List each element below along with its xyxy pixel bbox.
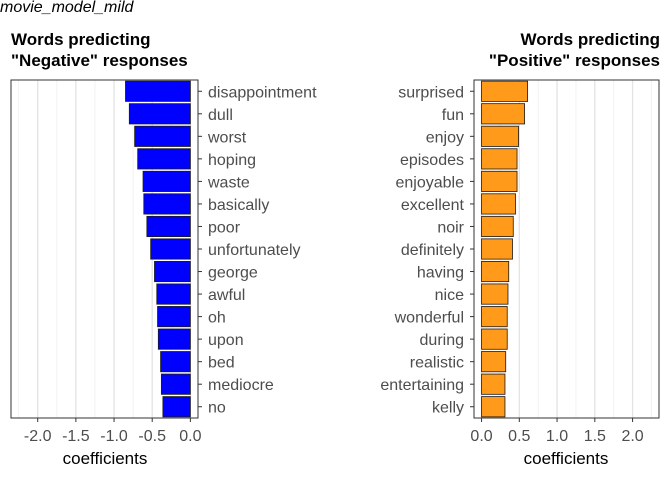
negative-category-label: bed	[208, 355, 235, 372]
negative-bar-mediocre	[160, 373, 191, 395]
negative-x-axis: -2.0 -1.5 -1.0 -0.5 0.0	[24, 418, 202, 445]
negative-panel-title-line2: "Negative" responses	[11, 51, 188, 70]
negative-bar-basically	[143, 193, 191, 215]
negative-category-label: basically	[208, 197, 269, 214]
negative-category-label: poor	[208, 219, 241, 236]
positive-category-label: nice	[435, 287, 464, 304]
negative-category-label: unfortunately	[208, 242, 301, 259]
positive-category-label: episodes	[400, 152, 464, 169]
negative-category-label: no	[208, 400, 226, 417]
figure-title: movie_model_mild	[0, 0, 134, 16]
positive-bar-episodes	[481, 148, 518, 170]
positive-x-tick-label: 0.0	[470, 428, 492, 445]
positive-category-label: enjoy	[426, 129, 464, 146]
positive-category-axis: surprised fun enjoy episodes enjoyable excell…	[380, 84, 474, 417]
positive-bar-enjoy	[481, 125, 519, 147]
positive-bar-excellent	[481, 193, 516, 215]
positive-category-label: noir	[437, 219, 464, 236]
negative-bar-awful	[156, 283, 191, 305]
negative-bar-unfortunately	[150, 238, 191, 260]
positive-category-label: definitely	[401, 242, 464, 259]
positive-bars	[481, 80, 529, 418]
negative-bar-oh	[157, 306, 191, 328]
positive-category-label: having	[417, 265, 464, 282]
positive-bar-entertaining	[481, 373, 506, 395]
positive-bar-wonderful	[481, 306, 508, 328]
negative-category-axis: disappointment dull worst hoping waste basica…	[198, 84, 317, 417]
positive-category-label: realistic	[410, 355, 464, 372]
positive-category-label: kelly	[432, 400, 464, 417]
positive-x-tick-label: 1.0	[546, 428, 568, 445]
negative-category-label: upon	[208, 332, 244, 349]
negative-x-tick-label: 0.0	[179, 428, 201, 445]
positive-bar-fun	[481, 103, 525, 125]
negative-category-label: awful	[208, 287, 245, 304]
negative-bar-bed	[160, 351, 191, 373]
positive-category-label: excellent	[401, 197, 465, 214]
negative-category-label: hoping	[208, 152, 256, 169]
negative-x-tick-label: -2.0	[24, 428, 52, 445]
positive-bar-kelly	[481, 396, 506, 418]
positive-category-label: wonderful	[394, 310, 464, 327]
negative-bar-upon	[157, 328, 191, 350]
negative-x-tick-label: -0.5	[138, 428, 166, 445]
positive-bar-realistic	[481, 351, 507, 373]
negative-bar-worst	[134, 125, 191, 147]
positive-x-tick-label: 0.5	[508, 428, 530, 445]
positive-panel: Words predicting "Positive" responses 0.…	[380, 30, 660, 468]
negative-bar-dull	[128, 103, 191, 125]
negative-category-label: george	[208, 265, 258, 282]
negative-panel: Words predicting "Negative" responses -2…	[10, 30, 317, 468]
negative-category-label: oh	[208, 310, 226, 327]
negative-category-label: disappointment	[208, 84, 317, 101]
negative-x-tick-label: -1.5	[62, 428, 90, 445]
positive-category-label: entertaining	[380, 377, 464, 394]
negative-category-label: mediocre	[208, 377, 274, 394]
positive-x-axis-label: coefficients	[524, 449, 609, 468]
positive-bar-having	[481, 260, 510, 283]
positive-category-label: fun	[442, 107, 464, 124]
positive-bar-noir	[481, 215, 514, 238]
positive-category-label: enjoyable	[396, 174, 465, 191]
negative-panel-title-line1: Words predicting	[11, 30, 150, 49]
positive-category-label: during	[420, 332, 464, 349]
positive-bar-enjoyable	[481, 170, 518, 192]
positive-bar-definitely	[481, 238, 513, 260]
negative-category-label: waste	[207, 174, 250, 191]
negative-x-tick-label: -1.0	[100, 428, 128, 445]
positive-panel-title-line2: "Positive" responses	[489, 51, 660, 70]
positive-bar-during	[481, 328, 508, 350]
negative-bar-poor	[146, 215, 191, 238]
negative-bars	[125, 80, 191, 418]
negative-bar-george	[154, 260, 191, 283]
negative-bar-no	[162, 396, 191, 418]
positive-x-tick-label: 2.0	[621, 428, 643, 445]
negative-category-label: dull	[208, 107, 233, 124]
positive-x-axis: 0.0 0.5 1.0 1.5 2.0	[470, 418, 644, 445]
positive-panel-title-line1: Words predicting	[521, 30, 660, 49]
positive-bar-nice	[481, 283, 509, 305]
negative-x-axis-label: coefficients	[63, 449, 148, 468]
negative-bar-disappointment	[125, 80, 191, 102]
negative-bar-waste	[142, 170, 191, 192]
positive-bar-surprised	[481, 80, 529, 102]
negative-category-label: worst	[207, 129, 247, 146]
negative-bar-hoping	[137, 148, 191, 170]
positive-x-tick-label: 1.5	[584, 428, 606, 445]
positive-category-label: surprised	[398, 84, 464, 101]
